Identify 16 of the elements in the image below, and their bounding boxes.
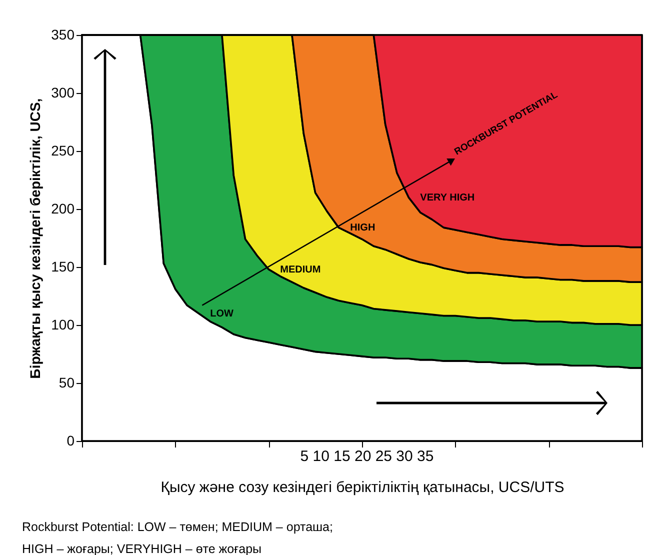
series-label: LOW: [210, 308, 234, 320]
y-tick-label: 300: [51, 84, 75, 100]
series-label: MEDIUM: [280, 264, 321, 276]
series-label: VERY HIGH: [420, 192, 475, 204]
y-tick-label: 50: [58, 374, 75, 390]
text: Rockburst Potential: LOW – төмен; MEDIUM – орташа;: [22, 520, 333, 534]
y-tick-label: 100: [51, 316, 75, 332]
y-tick-label: 0: [66, 432, 75, 448]
y-tick-label: 350: [51, 26, 75, 42]
x-axis-title: Қысу және созу кезіндегі беріктіліктің қатынасы, UCS/UTS: [160, 479, 564, 496]
text: 5 10 15 20 25 30 35: [300, 448, 434, 465]
y-axis-title: Біржақты қысу кезіндегі беріктілік, UCS,: [27, 98, 44, 379]
y-tick-label: 250: [51, 142, 75, 158]
series-label: HIGH: [350, 222, 376, 234]
y-tick-label: 150: [51, 258, 75, 274]
y-tick-label: 200: [51, 200, 75, 216]
